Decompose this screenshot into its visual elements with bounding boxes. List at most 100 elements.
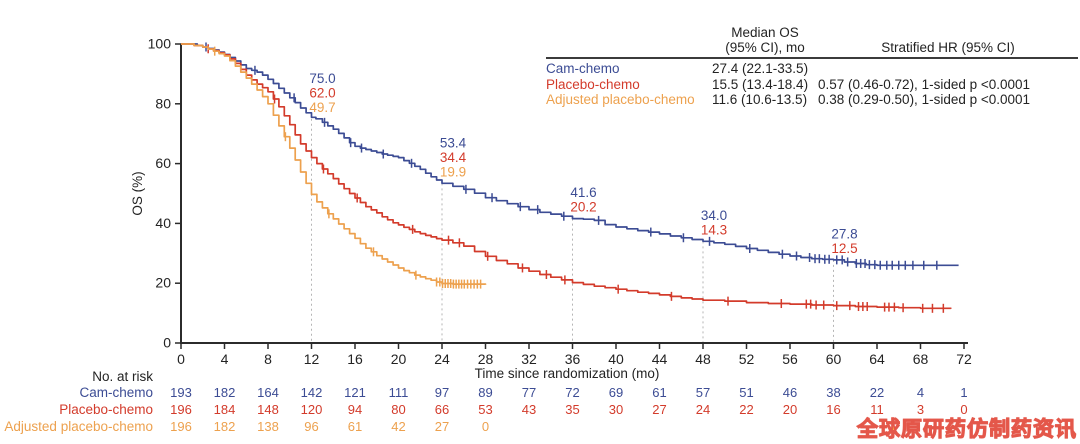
at-risk-value: 3 xyxy=(917,402,924,417)
at-risk-value: 51 xyxy=(739,385,753,400)
x-tick-label: 68 xyxy=(913,351,929,367)
at-risk-value: 22 xyxy=(870,385,884,400)
annotation-value-48mo-cam-chemo: 34.0 xyxy=(701,208,727,223)
at-risk-value: 20 xyxy=(783,402,797,417)
annotation-value-12mo-adjusted-placebo-chemo: 49.7 xyxy=(309,100,335,115)
at-risk-row-label-placebo-chemo: Placebo-chemo xyxy=(59,402,153,417)
at-risk-value: 121 xyxy=(344,385,366,400)
stratified-hr-header: Stratified HR (95% CI) xyxy=(881,40,1015,56)
y-axis-title: OS (%) xyxy=(130,171,145,215)
at-risk-value: 24 xyxy=(696,402,710,417)
x-tick-label: 4 xyxy=(221,351,229,367)
at-risk-value: 196 xyxy=(170,419,192,434)
at-risk-value: 61 xyxy=(348,419,362,434)
stats-row-label: Adjusted placebo-chemo xyxy=(546,91,695,107)
at-risk-value: 164 xyxy=(257,385,279,400)
stats-row-hr: 0.38 (0.29-0.50), 1-sided p <0.0001 xyxy=(818,91,1031,107)
at-risk-value: 61 xyxy=(652,385,666,400)
at-risk-value: 16 xyxy=(826,402,840,417)
stats-row-label: Placebo-chemo xyxy=(546,76,640,92)
stats-row-placebo-chemo: Placebo-chemo 15.5 (13.4-18.4) 0.57 (0.4… xyxy=(546,77,1078,92)
stats-row-hr xyxy=(818,61,1078,76)
annotation-value-36mo-cam-chemo: 41.6 xyxy=(570,185,596,200)
x-tick-label: 16 xyxy=(347,351,363,367)
y-tick-label: 0 xyxy=(163,335,171,351)
annotation-value-24mo-placebo-chemo: 34.4 xyxy=(440,150,467,165)
at-risk-value: 94 xyxy=(348,402,362,417)
stats-row-label: Cam-chemo xyxy=(546,61,620,77)
at-risk-value: 142 xyxy=(301,385,323,400)
at-risk-value: 80 xyxy=(391,402,405,417)
km-curve-placebo-chemo xyxy=(181,43,952,310)
km-curve-cam-chemo xyxy=(181,43,959,267)
at-risk-value: 0 xyxy=(960,402,967,417)
x-tick-label: 0 xyxy=(177,351,185,367)
at-risk-value: 35 xyxy=(565,402,579,417)
stats-row-cam-chemo: Cam-chemo 27.4 (22.1-33.5) xyxy=(546,61,1078,76)
median-os-header-line2: (95% CI), mo xyxy=(725,40,805,56)
at-risk-value: 97 xyxy=(435,385,449,400)
at-risk-value: 77 xyxy=(522,385,536,400)
y-tick-label: 60 xyxy=(155,155,171,171)
at-risk-value: 11 xyxy=(870,402,884,417)
x-tick-label: 32 xyxy=(521,351,537,367)
x-tick-label: 52 xyxy=(739,351,755,367)
at-risk-value: 0 xyxy=(482,419,489,434)
x-tick-label: 64 xyxy=(869,351,885,367)
annotation-value-60mo-placebo-chemo: 12.5 xyxy=(831,241,857,256)
at-risk-value: 1 xyxy=(960,385,967,400)
watermark-text: 全球原研药仿制药资讯 xyxy=(857,418,1077,442)
annotation-value-60mo-cam-chemo: 27.8 xyxy=(831,226,857,241)
at-risk-title: No. at risk xyxy=(92,369,153,384)
at-risk-value: 96 xyxy=(304,419,318,434)
annotation-value-12mo-cam-chemo: 75.0 xyxy=(309,71,335,86)
x-tick-label: 8 xyxy=(264,351,272,367)
at-risk-value: 66 xyxy=(435,402,449,417)
annotation-value-12mo-placebo-chemo: 62.0 xyxy=(309,85,335,100)
at-risk-value: 72 xyxy=(565,385,579,400)
at-risk-value: 53 xyxy=(478,402,492,417)
annotation-value-24mo-cam-chemo: 53.4 xyxy=(440,135,467,150)
at-risk-value: 182 xyxy=(214,385,236,400)
at-risk-value: 46 xyxy=(783,385,797,400)
median-os-header: Median OS (95% CI), mo xyxy=(712,25,818,55)
x-axis-title: Time since randomization (mo) xyxy=(475,366,660,381)
at-risk-value: 89 xyxy=(478,385,492,400)
stats-row-median: 15.5 (13.4-18.4) xyxy=(712,76,809,92)
y-tick-label: 20 xyxy=(155,275,171,291)
y-tick-label: 40 xyxy=(155,215,171,231)
y-tick-label: 100 xyxy=(148,36,172,52)
y-tick-label: 80 xyxy=(155,95,171,111)
at-risk-value: 27 xyxy=(652,402,666,417)
x-tick-label: 72 xyxy=(956,351,972,367)
km-curve-adjusted-placebo-chemo xyxy=(181,43,487,285)
x-tick-label: 48 xyxy=(695,351,711,367)
at-risk-value: 22 xyxy=(739,402,753,417)
at-risk-value: 42 xyxy=(391,419,405,434)
x-tick-label: 20 xyxy=(391,351,407,367)
at-risk-value: 138 xyxy=(257,419,279,434)
x-tick-label: 40 xyxy=(608,351,624,367)
x-tick-label: 24 xyxy=(434,351,450,367)
at-risk-value: 193 xyxy=(170,385,192,400)
x-tick-label: 44 xyxy=(652,351,668,367)
median-os-header-line1: Median OS xyxy=(731,25,799,40)
at-risk-value: 148 xyxy=(257,402,279,417)
at-risk-value: 57 xyxy=(696,385,710,400)
at-risk-value: 30 xyxy=(609,402,623,417)
annotation-value-24mo-adjusted-placebo-chemo: 19.9 xyxy=(440,164,466,179)
at-risk-value: 196 xyxy=(170,402,192,417)
at-risk-value: 4 xyxy=(917,385,924,400)
stats-row-hr: 0.57 (0.46-0.72), 1-sided p <0.0001 xyxy=(818,76,1031,92)
at-risk-value: 111 xyxy=(389,385,409,400)
x-tick-label: 60 xyxy=(826,351,842,367)
annotation-value-48mo-placebo-chemo: 14.3 xyxy=(701,222,727,237)
at-risk-value: 27 xyxy=(435,419,449,434)
at-risk-row-label-cam-chemo: Cam-chemo xyxy=(79,385,153,400)
at-risk-value: 182 xyxy=(214,419,236,434)
annotation-value-36mo-placebo-chemo: 20.2 xyxy=(570,200,596,215)
at-risk-value: 184 xyxy=(214,402,236,417)
at-risk-value: 43 xyxy=(522,402,536,417)
